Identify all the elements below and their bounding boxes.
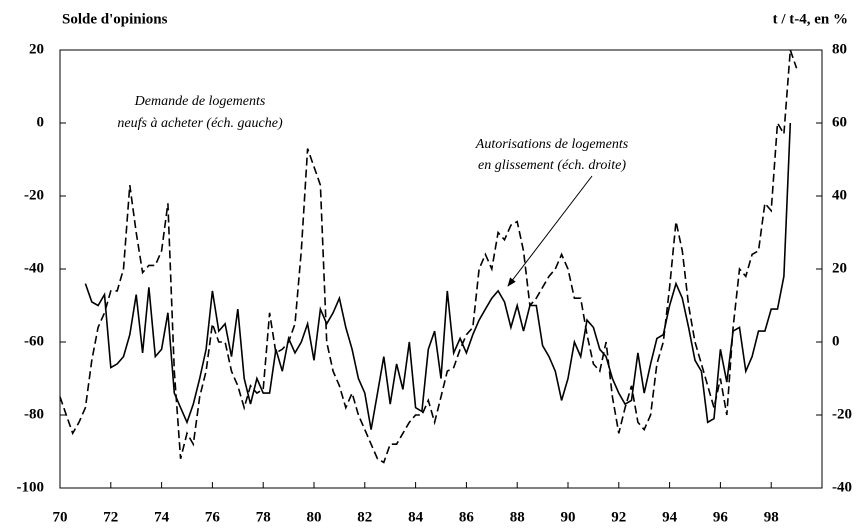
y2-tick-label: 20 <box>832 260 847 276</box>
annotation: Autorisations de logements <box>475 137 629 152</box>
x-tick-label: 88 <box>510 509 525 525</box>
x-tick-label: 94 <box>662 509 678 525</box>
x-tick-label: 72 <box>103 509 118 525</box>
x-tick-label: 70 <box>53 509 68 525</box>
line-series <box>59 49 798 464</box>
line-series <box>84 122 792 430</box>
y-axis-title: Solde d'opinions <box>62 11 168 27</box>
x-tick-label: 82 <box>357 509 372 525</box>
x-tick-label: 96 <box>713 509 729 525</box>
x-tick-label: 78 <box>256 509 271 525</box>
y2-tick-label: -40 <box>832 479 852 495</box>
y-tick-label: -60 <box>24 333 44 349</box>
annotation: en glissement (éch. droite) <box>478 158 626 173</box>
x-tick-label: 92 <box>611 509 626 525</box>
annotation: neufs à acheter (éch. gauche) <box>117 116 283 131</box>
y-tick-label: -100 <box>17 479 45 495</box>
y2-tick-label: 40 <box>832 187 847 203</box>
x-tick-label: 90 <box>561 509 576 525</box>
x-tick-label: 86 <box>459 509 475 525</box>
y2-tick-label: 0 <box>832 333 840 349</box>
y2-tick-label: -20 <box>832 406 852 422</box>
y-tick-label: 20 <box>29 41 44 57</box>
y-tick-label: -40 <box>24 260 44 276</box>
annotation-arrow <box>507 175 593 287</box>
x-tick-label: 76 <box>205 509 221 525</box>
x-tick-label: 74 <box>154 509 170 525</box>
y2-tick-label: 80 <box>832 41 847 57</box>
x-tick-label: 80 <box>307 509 322 525</box>
y-tick-label: -20 <box>24 187 44 203</box>
x-tick-label: 84 <box>408 509 424 525</box>
x-tick-label: 98 <box>764 509 779 525</box>
annotation: Demande de logements <box>134 94 266 109</box>
y-tick-label: -80 <box>24 406 44 422</box>
y2-tick-label: 60 <box>832 114 847 130</box>
y-tick-label: 0 <box>37 114 45 130</box>
y2-axis-title: t / t-4, en % <box>773 11 848 27</box>
